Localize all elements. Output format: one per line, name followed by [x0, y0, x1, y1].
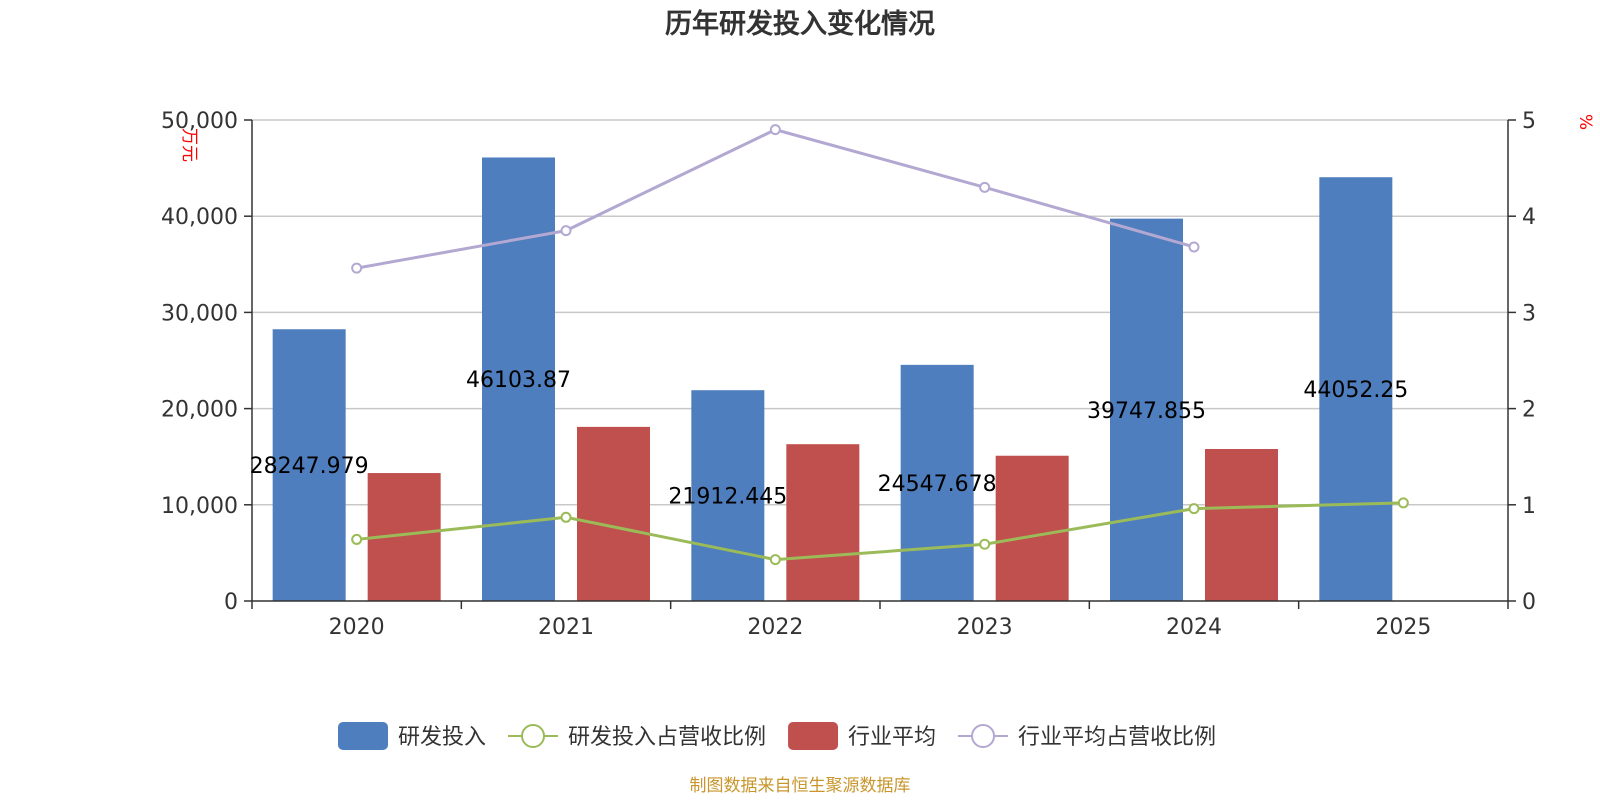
- point-研发投入占营收比例: [979, 538, 991, 550]
- point-研发投入占营收比例: [769, 554, 781, 566]
- x-tick-label: 2024: [1166, 615, 1222, 640]
- legend-label: 研发投入: [398, 725, 486, 750]
- y-left-tick-label: 0: [224, 590, 238, 615]
- chart-title: 历年研发投入变化情况: [665, 8, 935, 40]
- y-left-tick-label: 20,000: [161, 398, 238, 423]
- source-note: 制图数据来自恒生聚源数据库: [690, 776, 911, 796]
- bar-行业平均-2022: [786, 444, 860, 601]
- y-right-tick-label: 3: [1522, 301, 1536, 326]
- legend-label: 研发投入占营收比例: [568, 725, 766, 750]
- legend-swatch-研发投入: [338, 722, 388, 750]
- point-研发投入占营收比例: [351, 533, 363, 545]
- x-tick-label: 2025: [1375, 615, 1431, 640]
- bar-行业平均-2021: [577, 426, 650, 601]
- y-right-tick-label: 4: [1522, 205, 1536, 230]
- line-研发投入占营收比例: [356, 501, 1404, 562]
- x-tick-label: 2023: [957, 615, 1013, 640]
- y-right-tick-label: 0: [1522, 590, 1536, 615]
- point-行业平均占营收比例: [769, 124, 781, 136]
- y-right-tick-label: 1: [1522, 494, 1536, 519]
- point-行业平均占营收比例: [1188, 241, 1200, 253]
- data-label: 44052.25: [1303, 378, 1408, 403]
- bar-研发投入-2020: [272, 329, 346, 601]
- y-right-tick-label: 2: [1522, 398, 1536, 423]
- x-tick-label: 2021: [538, 615, 594, 640]
- legend-marker-行业平均占营收比例: [971, 724, 996, 748]
- y-right-unit-label: %: [1575, 114, 1595, 130]
- point-行业平均占营收比例: [351, 262, 363, 274]
- y-left-tick-label: 40,000: [161, 205, 238, 230]
- legend: 研发投入 研发投入占营收比例 行业平均 行业平均占营收比例: [338, 722, 1216, 750]
- point-研发投入占营收比例: [1397, 497, 1409, 509]
- data-label: 24547.678: [878, 472, 997, 497]
- data-label: 39747.855: [1087, 399, 1206, 424]
- y-left-tick-label: 30,000: [161, 301, 238, 326]
- bar-研发投入-2022: [691, 390, 765, 601]
- point-行业平均占营收比例: [979, 181, 991, 193]
- point-行业平均占营收比例: [560, 225, 572, 237]
- data-label: 28247.979: [250, 454, 369, 479]
- data-label: 21912.445: [668, 485, 787, 510]
- data-label: 46103.87: [466, 368, 571, 393]
- bars: [272, 157, 1393, 602]
- legend-swatch-行业平均: [788, 722, 839, 750]
- legend-marker-研发投入占营收比例: [521, 724, 546, 748]
- x-tick-label: 2020: [329, 615, 385, 640]
- bar-行业平均-2023: [995, 455, 1069, 601]
- y-left-tick-label: 50,000: [161, 109, 238, 134]
- legend-label: 行业平均: [848, 725, 936, 750]
- bar-研发投入-2021: [482, 157, 555, 601]
- axes: 0 10,000 20,000 30,000 40,000 50,000 0 1 2 3 4 5 万元%…: [161, 109, 1595, 640]
- point-研发投入占营收比例: [1188, 503, 1200, 515]
- y-left-unit-label: 万元: [179, 128, 199, 162]
- bar-研发投入-2025: [1319, 177, 1393, 602]
- y-left-tick-label: 10,000: [161, 494, 238, 519]
- point-研发投入占营收比例: [560, 511, 572, 523]
- bar-研发投入-2023: [900, 364, 974, 601]
- bar-研发投入-2024: [1110, 218, 1183, 601]
- series-lines: [351, 124, 1409, 566]
- x-tick-label: 2022: [747, 615, 803, 640]
- bar-行业平均-2024: [1205, 449, 1278, 601]
- legend-label: 行业平均占营收比例: [1018, 725, 1216, 750]
- data-labels: 28247.979 46103.87 21912.445 24547.678 39747…: [250, 368, 1409, 509]
- y-right-tick-label: 5: [1522, 109, 1536, 134]
